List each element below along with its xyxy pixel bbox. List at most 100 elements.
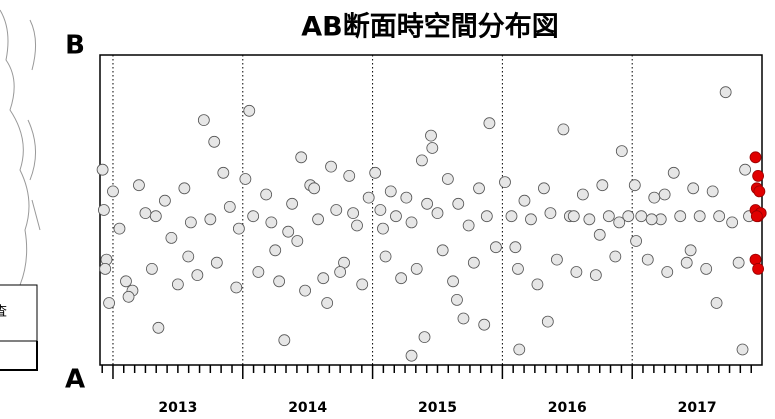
data-point [513,343,526,356]
data-point [295,151,308,164]
data-point [395,272,408,285]
data-point [312,213,324,226]
data-point [260,188,273,201]
x-tick-label: 2016 [548,400,587,416]
data-point [615,145,628,158]
data-point [351,219,363,232]
data-point [269,244,282,257]
data-point [425,129,437,142]
data-point [661,266,674,278]
data-point [308,182,321,195]
data-point [197,114,210,126]
data-point [149,210,162,223]
data-point [139,207,152,220]
data-point [602,210,615,223]
data-point [405,349,418,362]
data-point [405,216,418,229]
data-point [374,204,387,216]
data-point [230,281,243,294]
data-point [596,179,609,192]
x-tick-label: 2013 [158,400,197,416]
data-point [178,182,191,195]
data-point [713,210,726,223]
data-point [390,210,402,223]
data-point [589,269,602,282]
data-point [107,185,119,198]
data-point [609,250,622,263]
data-point [416,154,428,167]
data-point [531,278,544,291]
data-point [436,244,449,257]
data-point [278,334,291,347]
data-point [739,163,752,176]
data-point [334,266,347,278]
data-point [321,297,334,309]
data-point [753,185,766,198]
data-point [622,210,635,223]
top-label: B [65,31,85,61]
map-label: 査 [0,305,7,320]
data-point [525,213,537,226]
bottom-label: A [65,365,85,395]
data-point [418,331,431,344]
data-point [480,210,493,223]
data-point [576,188,589,201]
data-point [752,169,765,182]
data-point [478,318,491,331]
data-point [457,312,470,325]
data-point [286,197,299,210]
data-point [204,213,217,226]
data-point [356,278,369,291]
data-point [410,262,423,275]
data-point [122,290,135,303]
data-point [538,182,550,195]
chart-title: AB断面時空間分布図 [301,11,558,43]
data-point [152,321,165,334]
data-point [299,284,311,297]
map-frame [0,341,38,371]
data-point [750,210,763,223]
data-point [210,256,223,269]
data-point [499,176,511,189]
data-point [243,104,256,117]
data-point [451,293,463,306]
data-point [667,166,680,179]
x-tick-label: 2017 [678,400,717,416]
data-point [217,166,230,179]
data-point [700,262,713,275]
data-point [719,86,732,99]
data-point [223,200,236,213]
data-point [113,222,126,235]
data-point [191,269,204,282]
data-point [613,216,626,229]
data-point [583,213,596,226]
data-point [732,256,745,269]
data-point [273,275,286,288]
data-point [509,241,522,254]
data-point [362,191,375,204]
data-point [473,182,485,195]
data-point [736,343,749,356]
data-point [706,185,719,198]
data-point [645,213,658,226]
data-point [239,173,252,185]
data-point [426,142,439,154]
data-point [291,235,304,247]
data-point [120,275,132,288]
data-point [452,197,465,210]
data-point [159,194,171,207]
data-point [680,256,693,269]
data-point [541,315,554,328]
data-point [749,151,762,164]
legend-box [0,284,38,342]
data-point [96,163,109,176]
x-tick-label: 2014 [288,400,327,416]
data-point [165,231,178,244]
data-point [146,262,158,275]
data-point [483,117,496,130]
data-point [687,182,700,195]
data-point [544,207,557,220]
data-point [99,262,112,275]
